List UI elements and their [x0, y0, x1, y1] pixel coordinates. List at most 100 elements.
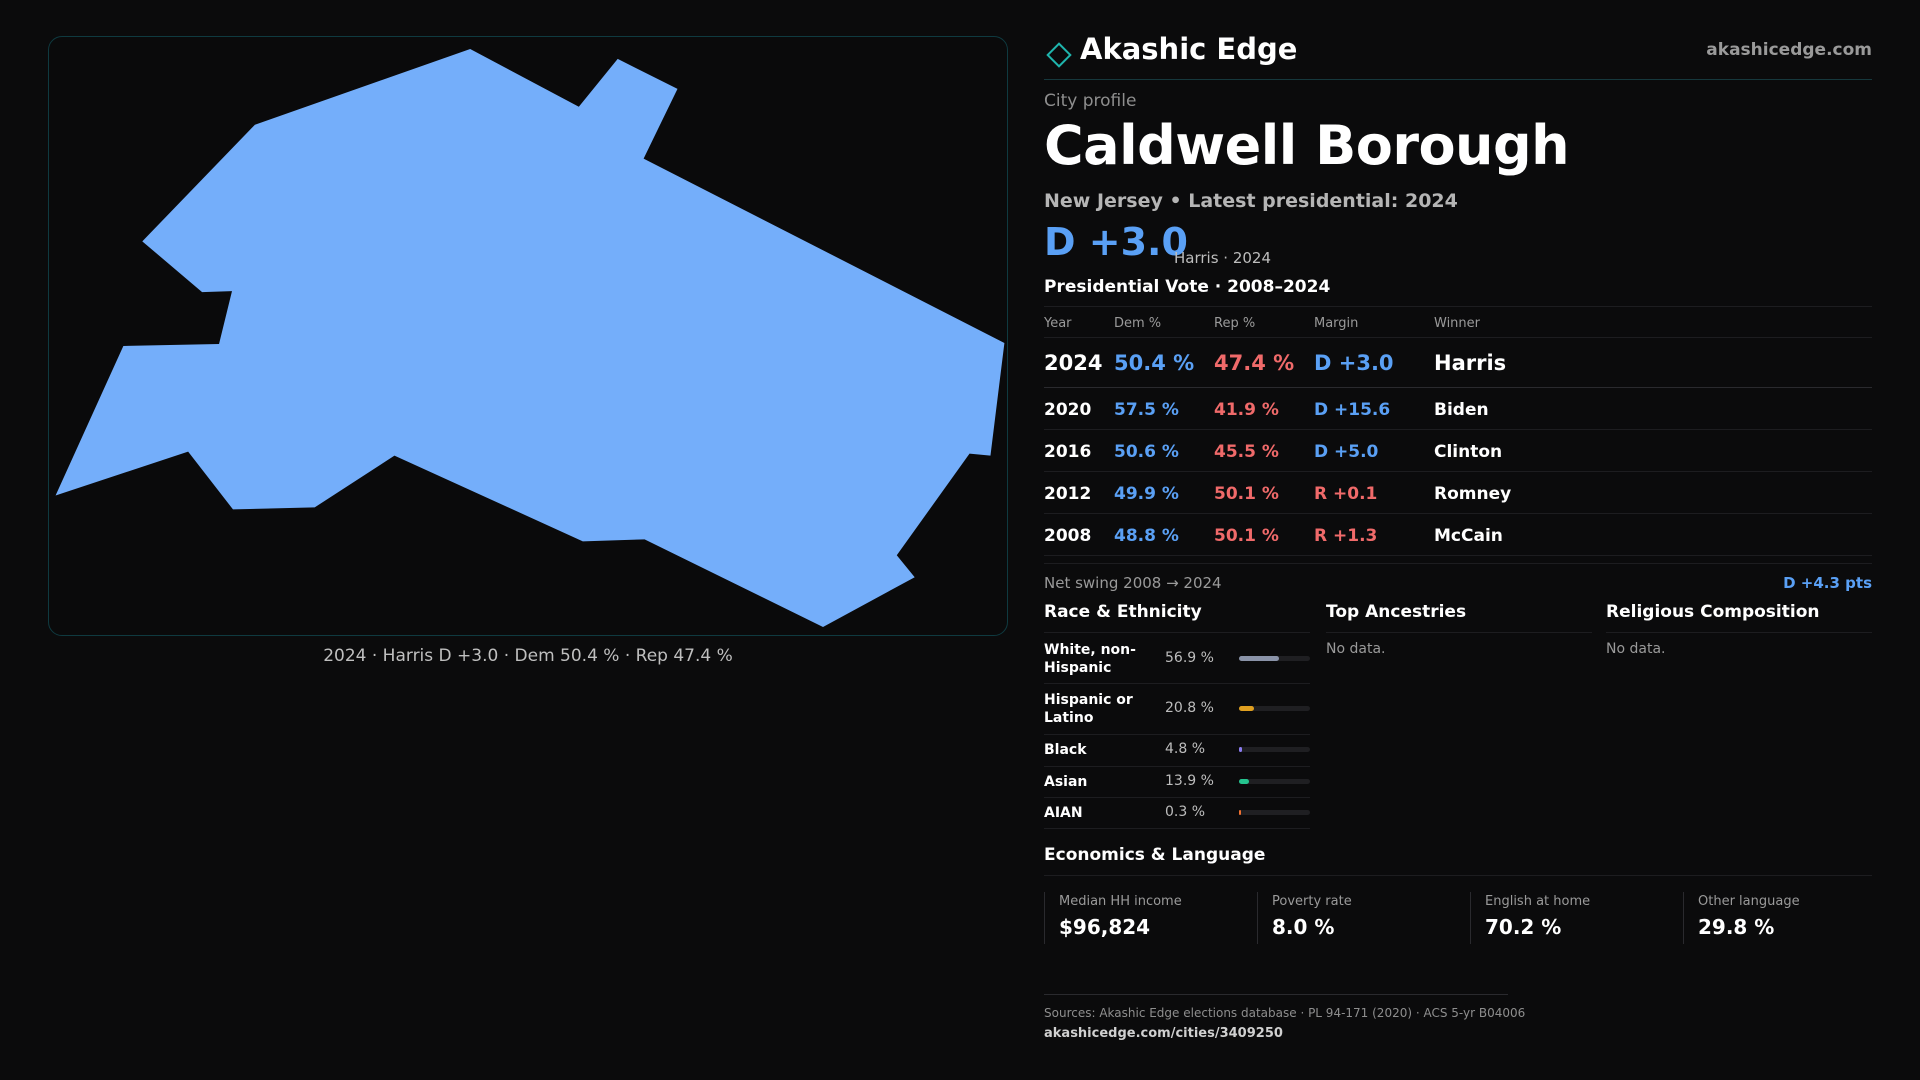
profile-panel: Akashic Edge akashicedge.com City profil… — [1044, 0, 1872, 1080]
race-name: Black — [1044, 742, 1087, 758]
vote-margin: R +1.3 — [1314, 526, 1378, 546]
vote-margin: D +5.0 — [1314, 442, 1379, 462]
stat-poverty-rate: Poverty rate 8.0 % — [1257, 892, 1457, 944]
diamond-logo-icon — [1046, 42, 1072, 68]
race-section-title: Race & Ethnicity — [1044, 602, 1310, 633]
race-row-black: Black 4.8 % — [1044, 735, 1310, 767]
vote-row-2008: 2008 48.8 % 50.1 % R +1.3 McCain — [1044, 514, 1872, 556]
vote-section-title: Presidential Vote · 2008–2024 — [1044, 277, 1331, 297]
vote-dem-pct: 48.8 % — [1114, 526, 1179, 546]
footer-divider — [1044, 994, 1508, 995]
stat-label: Median HH income — [1059, 894, 1182, 909]
race-name: White, non-Hispanic — [1044, 642, 1136, 676]
race-name: AIAN — [1044, 805, 1083, 821]
stat-english-at-home: English at home 70.2 % — [1470, 892, 1670, 944]
race-row-asian: Asian 13.9 % — [1044, 767, 1310, 798]
stat-label: Other language — [1698, 894, 1800, 909]
race-bar-fill — [1239, 747, 1243, 752]
net-swing: Net swing 2008 → 2024 D +4.3 pts — [1044, 563, 1872, 593]
page-subtitle: New Jersey • Latest presidential: 2024 — [1044, 190, 1458, 212]
vote-table: Year Dem % Rep % Margin Winner 2024 50.4… — [1044, 306, 1872, 556]
vote-winner: Romney — [1434, 484, 1512, 504]
brand-name: Akashic Edge — [1080, 32, 1298, 66]
race-bar-fill — [1239, 656, 1280, 661]
race-row-white: White, non-Hispanic 56.9 % — [1044, 633, 1310, 684]
race-row-aian: AIAN 0.3 % — [1044, 798, 1310, 829]
footer-url-link[interactable]: akashicedge.com/cities/3409250 — [1044, 1026, 1283, 1041]
header-year: Year — [1044, 316, 1072, 331]
latest-margin: D +3.0 — [1044, 220, 1188, 264]
vote-rep-pct: 41.9 % — [1214, 400, 1279, 420]
vote-winner: Harris — [1434, 351, 1507, 375]
race-bar-fill — [1239, 779, 1249, 784]
stat-other-language: Other language 29.8 % — [1683, 892, 1883, 944]
vote-rep-pct: 45.5 % — [1214, 442, 1279, 462]
stat-value: 8.0 % — [1272, 915, 1335, 939]
race-pct: 20.8 % — [1165, 700, 1214, 716]
economics-divider — [1044, 875, 1872, 876]
vote-dem-pct: 50.6 % — [1114, 442, 1179, 462]
stat-value: $96,824 — [1059, 915, 1151, 939]
race-bar-fill — [1239, 706, 1254, 711]
vote-margin: D +15.6 — [1314, 400, 1391, 420]
race-pct: 4.8 % — [1165, 741, 1206, 757]
race-bar — [1239, 779, 1310, 784]
footer-sources: Sources: Akashic Edge elections database… — [1044, 1006, 1526, 1020]
race-bar — [1239, 810, 1310, 815]
latest-margin-note: Harris · 2024 — [1174, 249, 1272, 267]
stat-label: English at home — [1485, 894, 1591, 909]
vote-dem-pct: 50.4 % — [1114, 351, 1195, 375]
race-bar-fill — [1239, 810, 1241, 815]
page-kicker: City profile — [1044, 91, 1137, 111]
race-bar — [1239, 747, 1310, 752]
ancestries-empty: No data. — [1326, 641, 1386, 657]
race-bar — [1239, 706, 1310, 711]
vote-rep-pct: 47.4 % — [1214, 351, 1295, 375]
vote-row-2016: 2016 50.6 % 45.5 % D +5.0 Clinton — [1044, 430, 1872, 472]
vote-winner: McCain — [1434, 526, 1503, 546]
page-title: Caldwell Borough — [1044, 114, 1570, 177]
vote-row-2024: 2024 50.4 % 47.4 % D +3.0 Harris — [1044, 338, 1872, 388]
vote-winner: Clinton — [1434, 442, 1503, 462]
net-swing-value: D +4.3 pts — [1783, 574, 1872, 592]
vote-margin: R +0.1 — [1314, 484, 1378, 504]
vote-row-2012: 2012 49.9 % 50.1 % R +0.1 Romney — [1044, 472, 1872, 514]
vote-margin: D +3.0 — [1314, 351, 1394, 375]
vote-row-2020: 2020 57.5 % 41.9 % D +15.6 Biden — [1044, 388, 1872, 430]
race-pct: 13.9 % — [1165, 773, 1214, 789]
stat-value: 70.2 % — [1485, 915, 1562, 939]
vote-dem-pct: 57.5 % — [1114, 400, 1179, 420]
vote-year: 2016 — [1044, 442, 1092, 462]
stat-median-income: Median HH income $96,824 — [1044, 892, 1244, 944]
stat-label: Poverty rate — [1272, 894, 1352, 909]
city-map[interactable] — [48, 36, 1008, 636]
header-winner: Winner — [1434, 316, 1481, 331]
city-boundary-map — [55, 48, 1005, 628]
brand-site-link[interactable]: akashicedge.com — [1706, 40, 1872, 60]
religion-section-title: Religious Composition — [1606, 602, 1872, 633]
vote-dem-pct: 49.9 % — [1114, 484, 1179, 504]
race-pct: 0.3 % — [1165, 804, 1206, 820]
race-bar — [1239, 656, 1310, 661]
race-row-hispanic: Hispanic or Latino 20.8 % — [1044, 684, 1310, 735]
race-pct: 56.9 % — [1165, 650, 1214, 666]
vote-table-header: Year Dem % Rep % Margin Winner — [1044, 306, 1872, 338]
ancestries-section: Top Ancestries No data. — [1326, 602, 1592, 657]
vote-year: 2024 — [1044, 351, 1103, 375]
religion-section: Religious Composition No data. — [1606, 602, 1872, 657]
race-name: Asian — [1044, 774, 1088, 790]
religion-empty: No data. — [1606, 641, 1666, 657]
race-ethnicity-section: Race & Ethnicity White, non-Hispanic 56.… — [1044, 602, 1310, 829]
header-rep: Rep % — [1214, 316, 1256, 331]
vote-year: 2008 — [1044, 526, 1092, 546]
city-boundary-shape[interactable] — [55, 48, 1005, 628]
vote-year: 2020 — [1044, 400, 1092, 420]
header-margin: Margin — [1314, 316, 1359, 331]
map-caption: 2024 · Harris D +3.0 · Dem 50.4 % · Rep … — [323, 646, 733, 666]
header-dem: Dem % — [1114, 316, 1162, 331]
race-name: Hispanic or Latino — [1044, 692, 1133, 726]
vote-year: 2012 — [1044, 484, 1092, 504]
vote-winner: Biden — [1434, 400, 1489, 420]
net-swing-label: Net swing 2008 → 2024 — [1044, 574, 1222, 592]
stat-value: 29.8 % — [1698, 915, 1775, 939]
